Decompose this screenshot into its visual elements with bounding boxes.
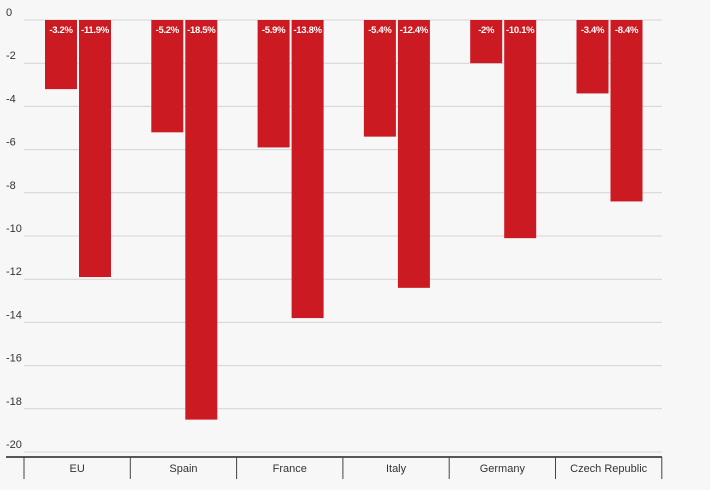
y-tick-label: -16 [6, 353, 22, 365]
data-label: -3.2% [49, 25, 73, 36]
y-tick-label: -10 [6, 223, 22, 235]
x-axis: EU Spain France Italy Germany Czech Republic [6, 456, 663, 479]
bar [397, 20, 430, 288]
x-category-label: EU [70, 463, 85, 475]
bar [151, 20, 184, 133]
bars-layer [45, 20, 643, 420]
bar [610, 20, 643, 202]
x-category-label: Germany [480, 463, 526, 475]
data-label: -5.4% [368, 25, 392, 36]
x-category-label: France [273, 463, 307, 475]
y-tick-label: -20 [6, 439, 22, 451]
y-tick-label: -14 [6, 309, 22, 321]
y-tick-label: -18 [6, 396, 22, 408]
bar [291, 20, 324, 319]
grid-layer [24, 19, 662, 453]
data-label: -8.4% [615, 25, 639, 36]
data-label: -5.9% [262, 25, 286, 36]
bar [45, 20, 77, 90]
data-label: -5.2% [156, 25, 180, 36]
y-tick-label: -12 [6, 266, 22, 278]
bar [576, 20, 609, 94]
y-tick-label: -8 [6, 180, 16, 192]
y-tick-label: -6 [6, 137, 16, 149]
bar [79, 20, 111, 278]
x-category-label: Czech Republic [570, 463, 648, 475]
bar [363, 20, 396, 137]
y-tick-label: 0 [6, 7, 12, 19]
data-label: -12.4% [400, 25, 429, 36]
bar [185, 20, 218, 420]
data-label: -11.9% [81, 25, 110, 36]
data-label: -3.4% [581, 25, 605, 36]
data-label: -13.8% [293, 25, 322, 36]
data-labels-layer: -3.2% -5.2% -5.9% -5.4% -2% -3.4% -11.9% -18.5%… [49, 25, 639, 36]
x-category-label: Spain [169, 463, 197, 475]
bar [504, 20, 537, 239]
y-tick-label: -4 [6, 93, 16, 105]
data-label: -2% [478, 25, 495, 36]
bar [470, 20, 503, 64]
x-category-label: Italy [386, 463, 407, 475]
y-axis-ticks: 0 -2 -4 -6 -8 -10 -12 -14 -16 -18 -20 [6, 7, 22, 451]
y-tick-label: -2 [6, 50, 16, 62]
bar [257, 20, 290, 148]
data-label: -10.1% [506, 25, 535, 36]
data-label: -18.5% [187, 25, 216, 36]
